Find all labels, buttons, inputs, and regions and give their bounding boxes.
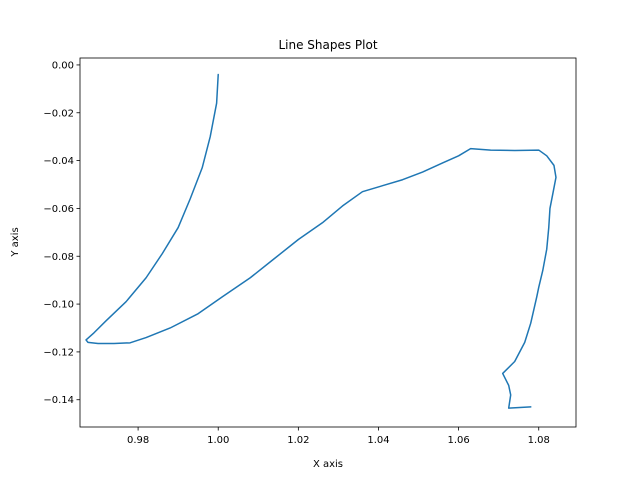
x-tick-label: 1.00 xyxy=(207,435,229,446)
x-tick-label: 1.04 xyxy=(367,435,389,446)
y-tick-label: 0.00 xyxy=(52,60,74,71)
y-tick-label: −0.14 xyxy=(43,395,74,406)
x-tick-label: 1.06 xyxy=(447,435,469,446)
chart-title: Line Shapes Plot xyxy=(278,38,377,52)
y-tick-label: −0.12 xyxy=(43,347,74,358)
y-tick-label: −0.06 xyxy=(43,204,74,215)
plot-area-frame xyxy=(79,57,577,428)
series-line xyxy=(85,73,557,409)
x-tick-label: 1.02 xyxy=(287,435,309,446)
x-axis-label: X axis xyxy=(313,459,343,470)
y-tick-label: −0.02 xyxy=(43,108,74,119)
x-tick-label: 1.08 xyxy=(528,435,550,446)
y-axis-label: Y axis xyxy=(10,227,21,257)
y-tick-label: −0.08 xyxy=(43,252,74,263)
x-tick-label: 0.98 xyxy=(127,435,149,446)
y-tick-label: −0.10 xyxy=(43,300,74,311)
y-tick-label: −0.04 xyxy=(43,156,74,167)
series-layer xyxy=(85,73,557,409)
x-axis-ticks: 0.98 1.00 1.02 1.04 1.06 1.08 xyxy=(127,427,550,446)
y-axis-ticks: 0.00 −0.02 −0.04 −0.06 −0.08 −0.10 −0.12 −0.14 xyxy=(43,60,80,406)
